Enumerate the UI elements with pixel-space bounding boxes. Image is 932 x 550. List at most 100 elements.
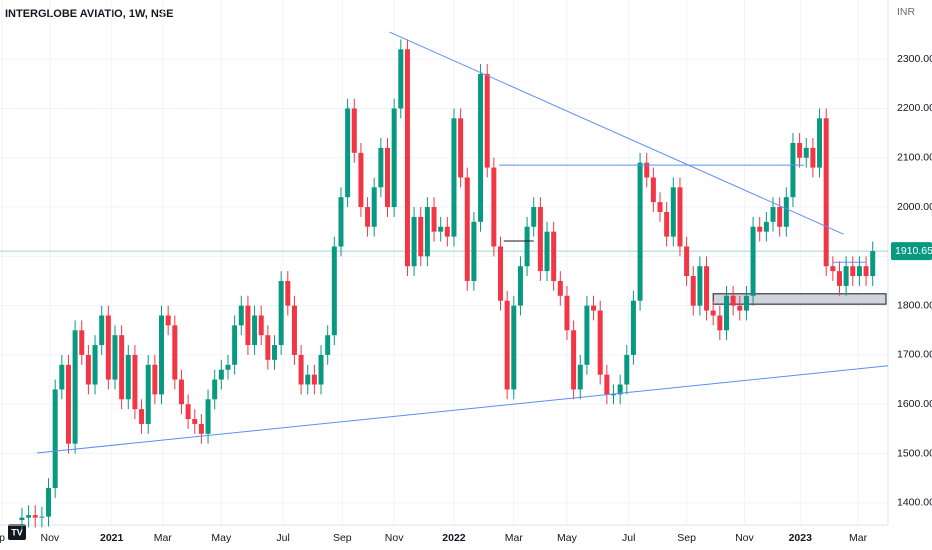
candle-body [584,305,590,365]
x-tick-label: Nov [735,532,754,544]
candle-body [371,187,377,227]
candle-body [757,226,763,232]
x-tick-label: 2021 [100,532,124,544]
candle-body [105,315,111,380]
candle-body [238,305,244,326]
candle-body [272,345,278,360]
candle-body [790,142,796,198]
candle-body [497,246,503,301]
trendline [36,365,889,454]
x-tick-label: Jul [622,532,635,544]
candle-body [823,118,829,267]
candle-body [278,280,284,346]
y-axis-label: INR [897,6,916,18]
candle-body [351,108,357,153]
candle-body [464,177,470,281]
candle-body [325,335,331,355]
candle-body [604,374,610,395]
y-tick-label: 2300.00 [897,53,932,65]
trendline [389,31,844,235]
candle-body [338,197,344,247]
candle-body [637,162,643,301]
candle-body [577,364,583,390]
candle-body [670,187,676,237]
candle-body [145,364,151,424]
candle-body [358,152,364,208]
candle-body [32,515,38,518]
candle-body [218,369,224,380]
candle-body [704,266,710,311]
candle-body [99,315,105,346]
candle-body [152,364,158,395]
y-tick-label: 2000.00 [897,201,932,213]
candle-body [225,364,231,370]
candle-body [737,305,743,311]
candle-body [19,517,25,521]
x-tick-label: Nov [385,532,404,544]
candle-body [119,335,125,400]
x-tick-label: Sep [677,532,696,544]
candle-body [491,167,497,247]
candle-body [870,251,876,277]
candle-body [537,207,543,272]
candle-body [817,118,823,168]
candle-body [52,389,58,489]
candle-body [850,266,856,277]
x-tick-label: May [211,532,232,544]
candle-body [517,266,523,306]
x-tick-label: Mar [505,532,524,544]
candle-body [391,108,397,208]
candle-body [65,364,71,444]
last-price-label: 1910.65 [895,245,932,257]
candle-body [444,226,450,237]
candle-body [172,325,178,380]
candle-body [856,266,862,277]
candle-body [192,419,198,424]
candle-body [830,266,836,272]
candle-body [531,207,537,227]
candle-body [345,108,351,198]
candle-body [285,280,291,306]
candle-body [803,147,809,158]
candle-body [39,516,45,518]
candle-body [245,305,251,346]
candle-body [564,295,570,331]
candle-body [205,399,211,434]
y-tick-label: 2200.00 [897,102,932,114]
candle-body [717,315,723,331]
candle-body [198,423,204,434]
candle-body [624,354,630,385]
candle-body [571,330,577,390]
chart-title: INTERGLOBE AVIATIO, 1W, NSE [5,8,173,20]
x-tick-label: Jul [276,532,289,544]
candle-body [810,147,816,168]
candle-body [178,379,184,405]
candle-body [424,207,430,257]
candle-body [431,207,437,232]
candle-body [159,315,165,395]
candle-body [232,325,238,365]
candle-body [730,295,736,306]
x-tick-label: Mar [154,532,173,544]
y-tick-label: 1700.00 [897,349,932,361]
candle-body [378,147,384,188]
candle-body [331,246,337,336]
last-price-tag [891,242,932,261]
candle-body [684,246,690,277]
svg-text:TV: TV [11,527,23,537]
y-tick-label: 1400.00 [897,497,932,509]
candle-body [664,211,670,237]
candle-body [697,266,703,306]
candle-body [471,221,477,281]
x-tick-label: Sep [333,532,352,544]
candle-body [72,330,78,444]
x-tick-label: p [0,532,5,544]
candle-body [478,73,484,222]
candle-body [524,226,530,267]
y-tick-label: 1600.00 [897,398,932,410]
candle-body [125,354,131,400]
y-tick-label: 2100.00 [897,152,932,164]
y-tick-label: 1800.00 [897,299,932,311]
candle-body [291,305,297,355]
candle-body [85,354,91,385]
